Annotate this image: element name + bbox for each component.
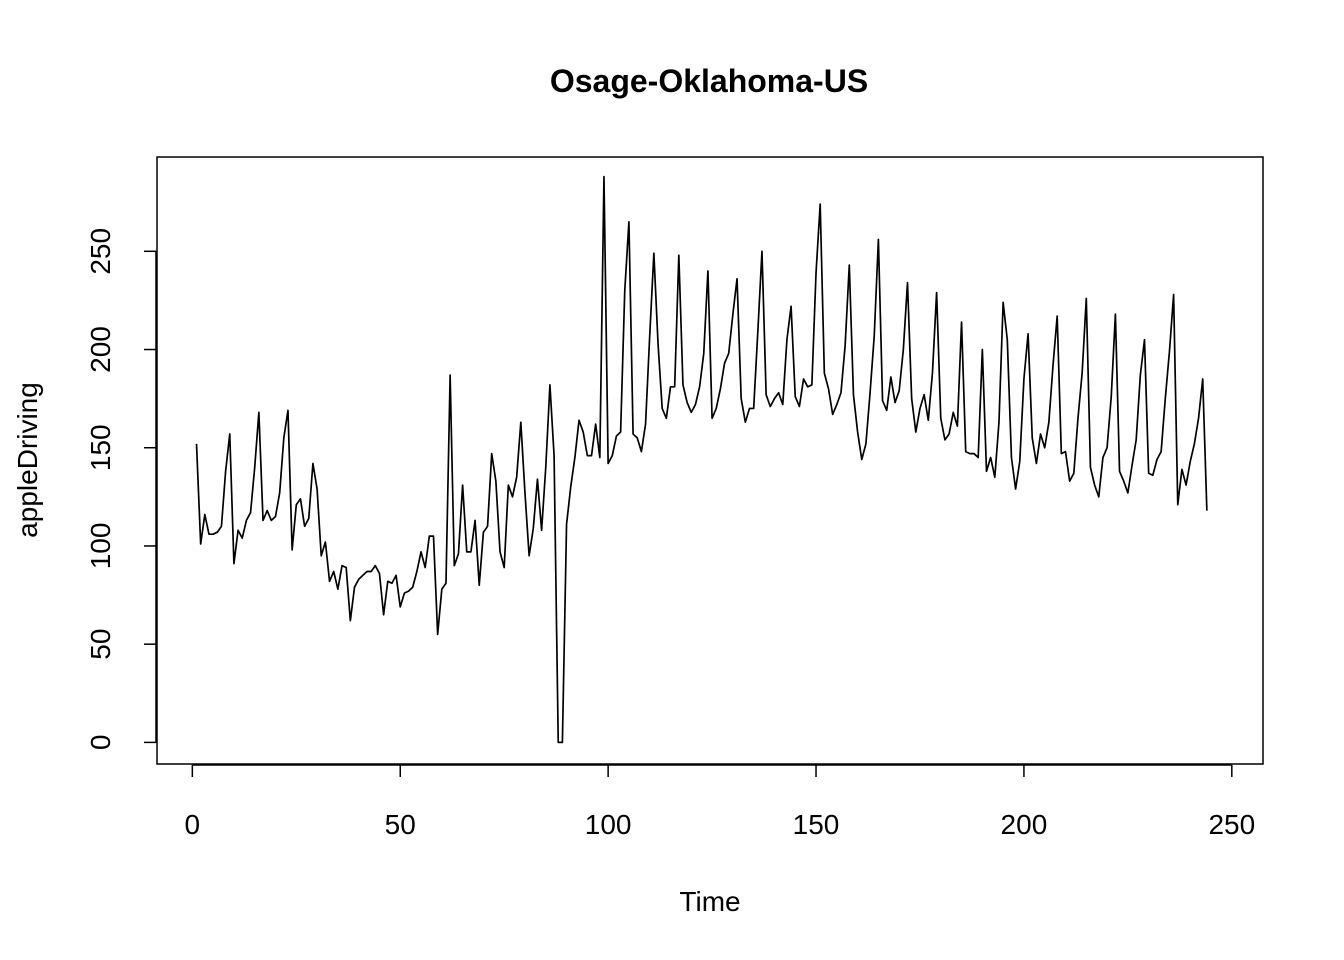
y-tick-label: 50 [85, 629, 116, 660]
y-tick-label: 150 [85, 424, 116, 471]
y-tick-label: 250 [85, 228, 116, 275]
x-tick-label: 0 [185, 809, 201, 840]
chart-title: Osage-Oklahoma-US [550, 63, 868, 99]
y-axis-label: appleDriving [12, 382, 43, 538]
x-tick-label: 250 [1208, 809, 1255, 840]
y-tick-label: 0 [85, 735, 116, 751]
y-axis: 0 50 100 150 200 250 [85, 228, 157, 751]
x-tick-label: 150 [793, 809, 840, 840]
x-tick-label: 50 [385, 809, 416, 840]
y-tick-label: 100 [85, 523, 116, 570]
x-tick-label: 200 [1001, 809, 1048, 840]
x-axis-label: Time [679, 886, 740, 917]
x-axis: 0 50 100 150 200 250 [185, 764, 1255, 840]
x-tick-label: 100 [585, 809, 632, 840]
plot-frame [156, 156, 1264, 765]
series-line [195, 175, 1208, 744]
y-tick-label: 200 [85, 326, 116, 373]
